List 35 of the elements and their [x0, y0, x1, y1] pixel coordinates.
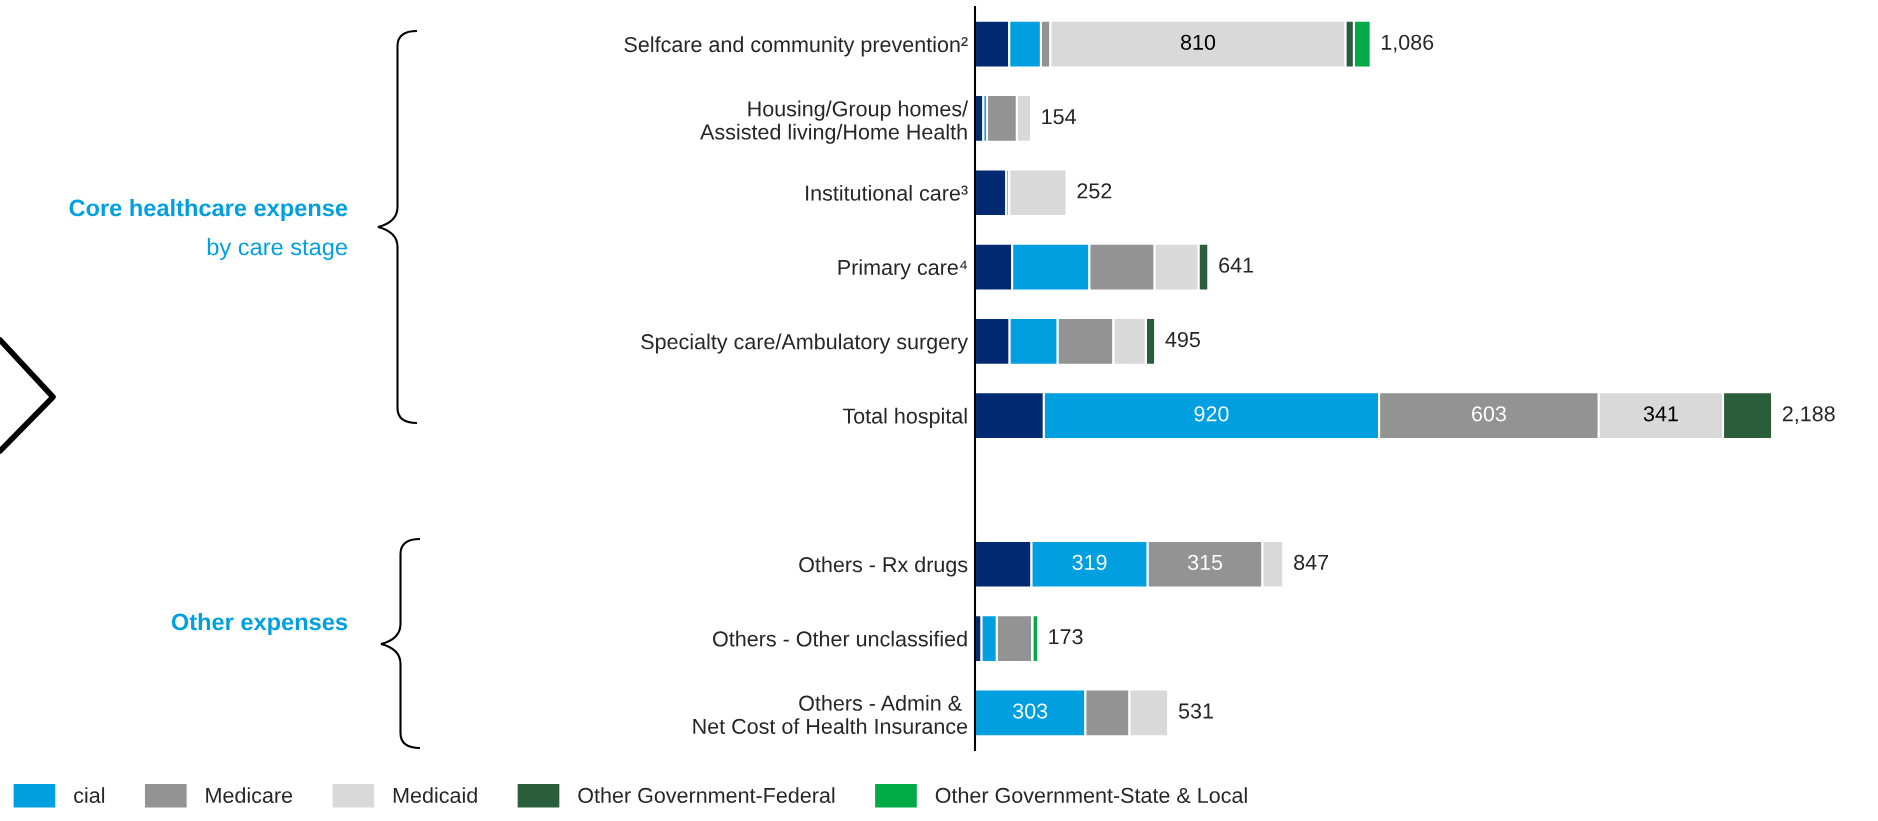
total-label: 495: [1165, 331, 1200, 348]
total-label: 641: [1219, 257, 1253, 273]
data-label: 341: [1643, 406, 1678, 422]
total-label: 252: [1077, 183, 1112, 199]
y-tick-label: Selfcare and community prevention²: [624, 36, 968, 57]
data-label: 319: [1072, 554, 1107, 571]
data-label: 303: [1013, 703, 1048, 719]
bar: [975, 168, 1008, 218]
data-label: 920: [1194, 406, 1229, 422]
y-tick-label: Others - Rx drugs: [799, 556, 968, 577]
legend-label: Medicare: [206, 787, 293, 804]
y-tick-label: Primary care⁴: [838, 259, 967, 280]
total-label: 1,086: [1381, 34, 1434, 53]
y-tick-label: Institutional care³: [806, 184, 968, 201]
y-tick-label: Housing/Group homes/ Assisted living/Home Health: [700, 100, 969, 144]
text: Core healthcare expense: [69, 199, 348, 222]
total-label: 531: [1178, 703, 1213, 719]
total-label: 154: [1042, 109, 1076, 125]
legend-label: Other Government-State & Local: [935, 787, 1247, 804]
total-label: 173: [1049, 629, 1083, 645]
data-label: 603: [1472, 406, 1506, 422]
total-label: 2,188: [1782, 406, 1835, 424]
text: by care stage: [207, 238, 347, 260]
y-tick-label: Total hospital: [842, 407, 967, 428]
legend-label: Medicaid: [393, 787, 477, 804]
legend-label: cial: [74, 787, 105, 804]
data-label: 810: [1180, 34, 1216, 50]
legend-label: Other Government-Federal: [578, 787, 835, 804]
bar: [1008, 168, 1068, 218]
text: Other expenses: [171, 612, 348, 635]
total-label: 847: [1294, 554, 1329, 571]
y-tick-label: Others - Other unclassified: [713, 630, 967, 647]
y-tick-label: Specialty care/Ambulatory surgery: [641, 333, 969, 354]
data-label: 315: [1187, 554, 1223, 571]
y-tick-label: Others - Admin & Net Cost of Health Insurance: [693, 695, 968, 735]
